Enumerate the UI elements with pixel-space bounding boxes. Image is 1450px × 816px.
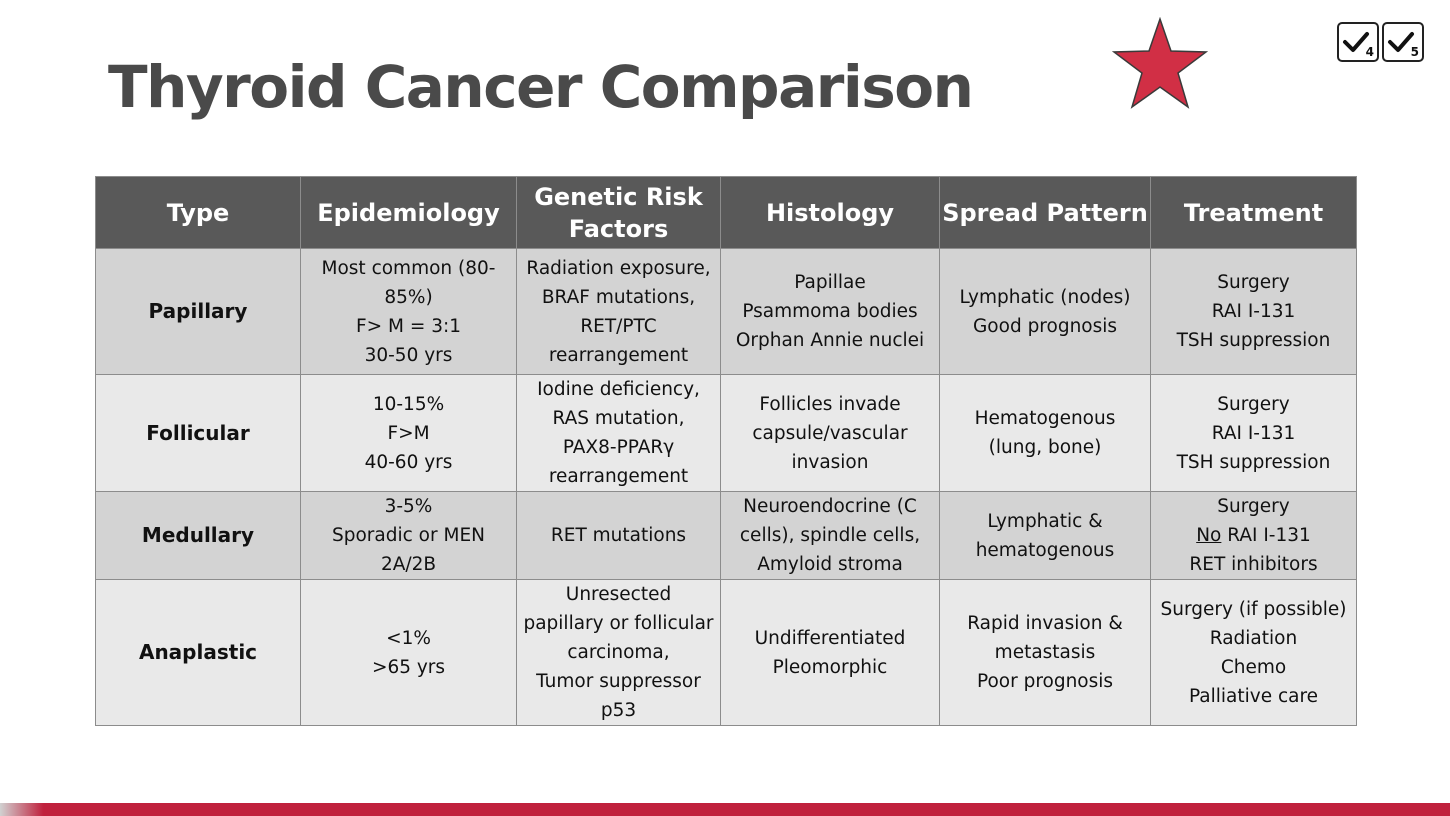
treatment-line-ret: RET inhibitors <box>1189 554 1318 575</box>
cell-treatment: Surgery RAI I-131 TSH suppression <box>1150 374 1357 492</box>
cell-genetic: Radiation exposure, BRAF mutations, RET/… <box>516 248 721 375</box>
checkmark-icon <box>1388 32 1414 52</box>
treatment-line-surgery: Surgery <box>1217 496 1290 517</box>
treatment-no-emphasis: No <box>1196 525 1222 546</box>
slide-title: Thyroid Cancer Comparison <box>108 53 974 121</box>
cell-spread: Lymphatic (nodes) Good prognosis <box>939 248 1151 375</box>
checkbox-group: 4 5 <box>1337 22 1424 62</box>
cell-genetic: Unresected papillary or follicular carci… <box>516 579 721 726</box>
table-row: Follicular 10-15% F>M 40-60 yrs Iodine d… <box>95 374 1357 492</box>
cell-type: Medullary <box>95 491 301 580</box>
cell-genetic: RET mutations <box>516 491 721 580</box>
cell-epidemiology: 10-15% F>M 40-60 yrs <box>300 374 517 492</box>
cell-epidemiology: <1% >65 yrs <box>300 579 517 726</box>
cell-treatment: Surgery RAI I-131 TSH suppression <box>1150 248 1357 375</box>
table-row: Papillary Most common (80- 85%) F> M = 3… <box>95 248 1357 375</box>
treatment-line-rai: RAI I-131 <box>1221 525 1311 546</box>
check-number: 4 <box>1365 45 1374 59</box>
checkmark-box-5: 5 <box>1382 22 1424 62</box>
cell-histology: Follicles invade capsule/vascular invasi… <box>720 374 940 492</box>
cell-histology: Undifferentiated Pleomorphic <box>720 579 940 726</box>
cell-spread: Hematogenous (lung, bone) <box>939 374 1151 492</box>
header-histology: Histology <box>720 176 940 249</box>
cell-spread: Lymphatic & hematogenous <box>939 491 1151 580</box>
table-header-row: Type Epidemiology Genetic Risk Factors H… <box>95 176 1357 249</box>
cell-histology: Neuroendocrine (C cells), spindle cells,… <box>720 491 940 580</box>
table-row: Anaplastic <1% >65 yrs Unresected papill… <box>95 579 1357 726</box>
footer-accent-bar <box>0 803 1450 816</box>
cell-epidemiology: 3-5% Sporadic or MEN 2A/2B <box>300 491 517 580</box>
comparison-table: Type Epidemiology Genetic Risk Factors H… <box>95 176 1357 726</box>
cell-histology: Papillae Psammoma bodies Orphan Annie nu… <box>720 248 940 375</box>
header-epidemiology: Epidemiology <box>300 176 517 249</box>
cell-epidemiology: Most common (80- 85%) F> M = 3:1 30-50 y… <box>300 248 517 375</box>
header-treatment: Treatment <box>1150 176 1357 249</box>
table-row: Medullary 3-5% Sporadic or MEN 2A/2B RET… <box>95 491 1357 580</box>
cell-spread: Rapid invasion & metastasis Poor prognos… <box>939 579 1151 726</box>
check-number: 5 <box>1410 45 1419 59</box>
cell-treatment: Surgery No RAI I-131 RET inhibitors <box>1150 491 1357 580</box>
cell-type: Follicular <box>95 374 301 492</box>
cell-treatment: Surgery (if possible) Radiation Chemo Pa… <box>1150 579 1357 726</box>
cell-type: Papillary <box>95 248 301 375</box>
checkmark-box-4: 4 <box>1337 22 1379 62</box>
header-genetic-risk-factors: Genetic Risk Factors <box>516 176 721 249</box>
cell-genetic: Iodine deficiency, RAS mutation, PAX8-PP… <box>516 374 721 492</box>
header-type: Type <box>95 176 301 249</box>
header-spread-pattern: Spread Pattern <box>939 176 1151 249</box>
star-icon <box>1112 17 1208 109</box>
cell-type: Anaplastic <box>95 579 301 726</box>
checkmark-icon <box>1343 32 1369 52</box>
